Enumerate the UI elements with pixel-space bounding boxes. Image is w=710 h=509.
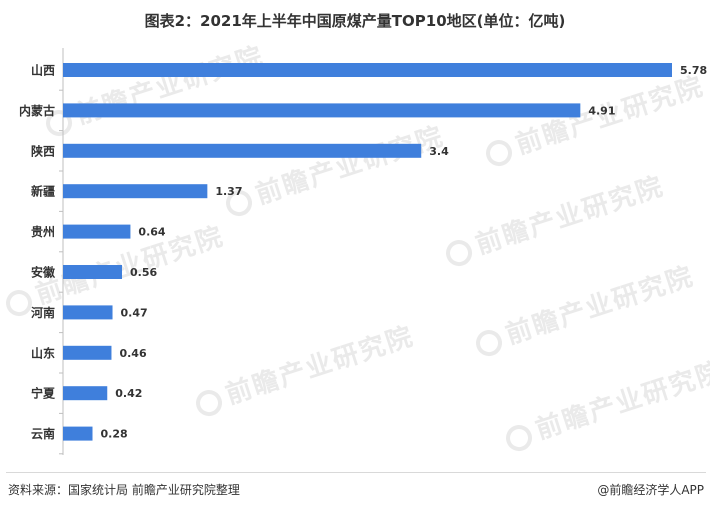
brand-credit: @前瞻经济学人APP: [597, 483, 704, 497]
value-label: 0.46: [119, 347, 146, 360]
value-label: 0.64: [138, 226, 165, 239]
value-label: 0.42: [115, 387, 142, 400]
footer-divider: [6, 472, 706, 473]
value-label: 4.91: [588, 104, 615, 117]
value-label: 0.47: [121, 306, 148, 319]
bar: [63, 103, 581, 118]
bar: [63, 345, 112, 360]
value-label: 0.28: [101, 428, 128, 441]
bar: [63, 184, 208, 199]
category-label: 贵州: [31, 224, 55, 239]
source-note: 资料来源：国家统计局 前瞻产业研究院整理: [8, 483, 240, 497]
value-label: 3.4: [429, 145, 449, 158]
value-label: 0.56: [130, 266, 157, 279]
bar: [63, 265, 123, 279]
category-label: 新疆: [31, 184, 55, 199]
category-label: 宁夏: [31, 386, 56, 401]
bar: [63, 224, 131, 239]
category-label: 云南: [31, 426, 55, 441]
chart-title: 图表2：2021年上半年中国原煤产量TOP10地区(单位：亿吨): [144, 12, 566, 30]
bar: [63, 143, 422, 158]
bar: [63, 63, 672, 77]
category-label: 河南: [30, 305, 55, 320]
value-label: 1.37: [215, 185, 242, 198]
value-label: 5.78: [680, 64, 707, 77]
bar: [63, 386, 108, 401]
bar: [63, 426, 93, 441]
category-label: 山西: [31, 63, 55, 78]
category-label: 陕西: [31, 143, 55, 158]
bar: [63, 305, 113, 320]
category-label: 山东: [31, 345, 55, 360]
category-label: 内蒙古: [19, 103, 55, 118]
category-label: 安徽: [31, 265, 56, 280]
